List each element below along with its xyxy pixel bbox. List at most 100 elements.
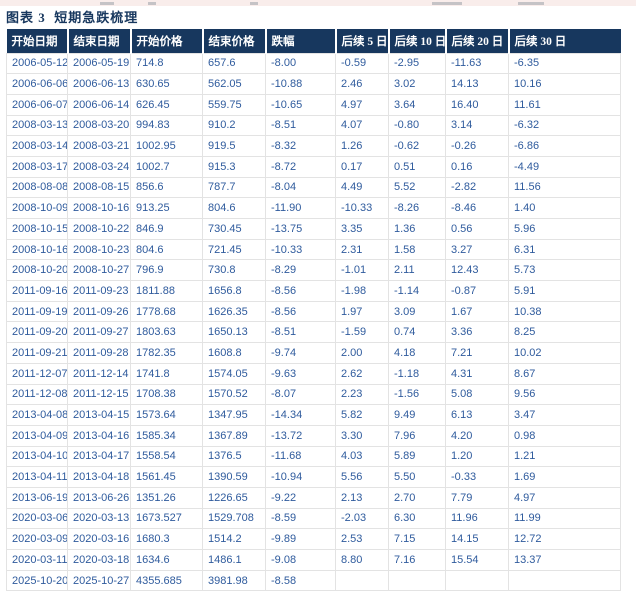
table-cell: 787.7 xyxy=(202,176,266,199)
table-cell: 804.6 xyxy=(202,197,266,219)
table-cell: 5.96 xyxy=(508,218,621,240)
table-body: 2006-05-12 2006-05-19 714.8 657.6 -8.00 -0.59… xyxy=(6,52,621,592)
table-cell: 630.65 xyxy=(130,73,203,95)
table-cell: 721.45 xyxy=(202,238,266,261)
table-cell: -8.58 xyxy=(265,569,336,592)
table-cell: -10.33 xyxy=(265,238,336,261)
table-cell: 12.72 xyxy=(508,528,621,550)
column-header: 开始价格 xyxy=(130,29,204,53)
table-cell: -8.51 xyxy=(265,321,336,344)
table-cell: 5.89 xyxy=(388,445,446,468)
table-cell: 1.36 xyxy=(388,218,446,240)
table-cell: 1680.3 xyxy=(130,528,203,550)
table-cell: -0.26 xyxy=(445,135,509,157)
table-cell: 2020-03-13 xyxy=(67,507,131,530)
table-cell: 1226.65 xyxy=(202,486,266,509)
table-cell: 9.56 xyxy=(508,383,621,406)
table-cell: -6.35 xyxy=(508,52,621,75)
table-cell: 2011-09-21 xyxy=(6,342,68,364)
table-cell: 2008-10-16 xyxy=(6,238,68,261)
table-cell xyxy=(445,569,509,592)
table-cell: 1514.2 xyxy=(202,528,266,550)
table-row: 2013-06-19 2013-06-26 1351.26 1226.65 -9.22 2… xyxy=(6,486,621,509)
table-cell: 1.20 xyxy=(445,445,509,468)
table-cell: 2013-04-10 xyxy=(6,445,68,468)
table-cell: 5.91 xyxy=(508,280,621,302)
table-cell: 1803.63 xyxy=(130,321,203,344)
table-cell: 1626.35 xyxy=(202,300,266,323)
table-cell: 1.67 xyxy=(445,300,509,323)
table-cell: 3.47 xyxy=(508,404,621,426)
table-cell: 5.50 xyxy=(388,466,446,488)
table-cell: 714.8 xyxy=(130,52,203,75)
table-cell: -1.14 xyxy=(388,280,446,302)
table-cell: 12.43 xyxy=(445,259,509,282)
table-row: 2008-10-15 2008-10-22 846.9 730.45 -13.75 3.3… xyxy=(6,218,621,240)
table-cell: -9.22 xyxy=(265,486,336,509)
table-cell: -4.49 xyxy=(508,155,621,178)
table-cell: 2008-03-17 xyxy=(6,155,68,178)
table-cell: 1002.7 xyxy=(130,155,203,178)
table-cell xyxy=(388,569,446,592)
table-cell xyxy=(508,569,621,592)
table-cell: 2011-12-07 xyxy=(6,362,68,385)
table-cell: 2006-06-13 xyxy=(67,73,131,95)
table-cell: 6.30 xyxy=(388,507,446,530)
table-cell: 1741.8 xyxy=(130,362,203,385)
table-cell: 2006-06-14 xyxy=(67,93,131,116)
table-cell: 2025-10-27 xyxy=(67,569,131,592)
table-cell: 1561.45 xyxy=(130,466,203,488)
table-cell: 1.58 xyxy=(388,238,446,261)
table-cell: 2008-03-13 xyxy=(6,114,68,137)
table-cell: 11.56 xyxy=(508,176,621,199)
table-cell: 2008-08-08 xyxy=(6,176,68,199)
table-cell: 2013-04-15 xyxy=(67,404,131,426)
table-cell: 1002.95 xyxy=(130,135,203,157)
table-cell: 2013-06-19 xyxy=(6,486,68,509)
table-row: 2006-06-06 2006-06-13 630.65 562.05 -10.88 2.… xyxy=(6,73,621,95)
table-cell: 3.35 xyxy=(335,218,389,240)
table-cell: 1351.26 xyxy=(130,486,203,509)
table-cell: 2008-10-15 xyxy=(6,218,68,240)
table-cell: 7.15 xyxy=(388,528,446,550)
table-cell: 11.61 xyxy=(508,93,621,116)
table-row: 2006-05-12 2006-05-19 714.8 657.6 -8.00 -0.59… xyxy=(6,52,621,75)
table-cell: -2.95 xyxy=(388,52,446,75)
table-cell: 1367.89 xyxy=(202,424,266,447)
table-cell: 2020-03-11 xyxy=(6,549,68,571)
table-cell: 5.73 xyxy=(508,259,621,282)
table-cell: 4.49 xyxy=(335,176,389,199)
table-cell: -11.63 xyxy=(445,52,509,75)
table-row: 2011-09-16 2011-09-23 1811.88 1656.8 -8.56 -1… xyxy=(6,280,621,302)
table-row: 2008-10-09 2008-10-16 913.25 804.6 -11.90 -10… xyxy=(6,197,621,219)
table-cell: 915.3 xyxy=(202,155,266,178)
table-cell: 2011-09-23 xyxy=(67,280,131,302)
table-row: 2011-12-08 2011-12-15 1708.38 1570.52 -8.07 2… xyxy=(6,383,621,406)
table-cell: 2008-10-20 xyxy=(6,259,68,282)
column-header: 结束价格 xyxy=(202,29,267,53)
table-cell: 9.49 xyxy=(388,404,446,426)
table-cell: -8.59 xyxy=(265,507,336,530)
table-cell: -8.56 xyxy=(265,300,336,323)
table-cell: -8.72 xyxy=(265,155,336,178)
table-cell: -1.18 xyxy=(388,362,446,385)
table-cell: -8.56 xyxy=(265,280,336,302)
table-cell: 11.96 xyxy=(445,507,509,530)
table-cell: 1585.34 xyxy=(130,424,203,447)
table-cell: 1634.6 xyxy=(130,549,203,571)
table-cell: 2.11 xyxy=(388,259,446,282)
table-cell: 2008-10-27 xyxy=(67,259,131,282)
table-cell: 1.26 xyxy=(335,135,389,157)
table-cell: 8.67 xyxy=(508,362,621,385)
short-term-decline-table: 开始日期 结束日期 开始价格 结束价格 跌幅 后续 5 日后续 10 日后续 20 日后续… xyxy=(6,29,621,592)
table-cell: 3.30 xyxy=(335,424,389,447)
table-cell: 1.40 xyxy=(508,197,621,219)
table-cell: 2013-04-09 xyxy=(6,424,68,447)
table-row: 2020-03-09 2020-03-16 1680.3 1514.2 -9.89 2.5… xyxy=(6,528,621,550)
table-cell: 2.46 xyxy=(335,73,389,95)
table-cell: 4.97 xyxy=(335,93,389,116)
table-cell: 2011-12-08 xyxy=(6,383,68,406)
table-cell: 994.83 xyxy=(130,114,203,137)
table-cell: 2.62 xyxy=(335,362,389,385)
cutoff-text-fragment xyxy=(432,2,462,5)
